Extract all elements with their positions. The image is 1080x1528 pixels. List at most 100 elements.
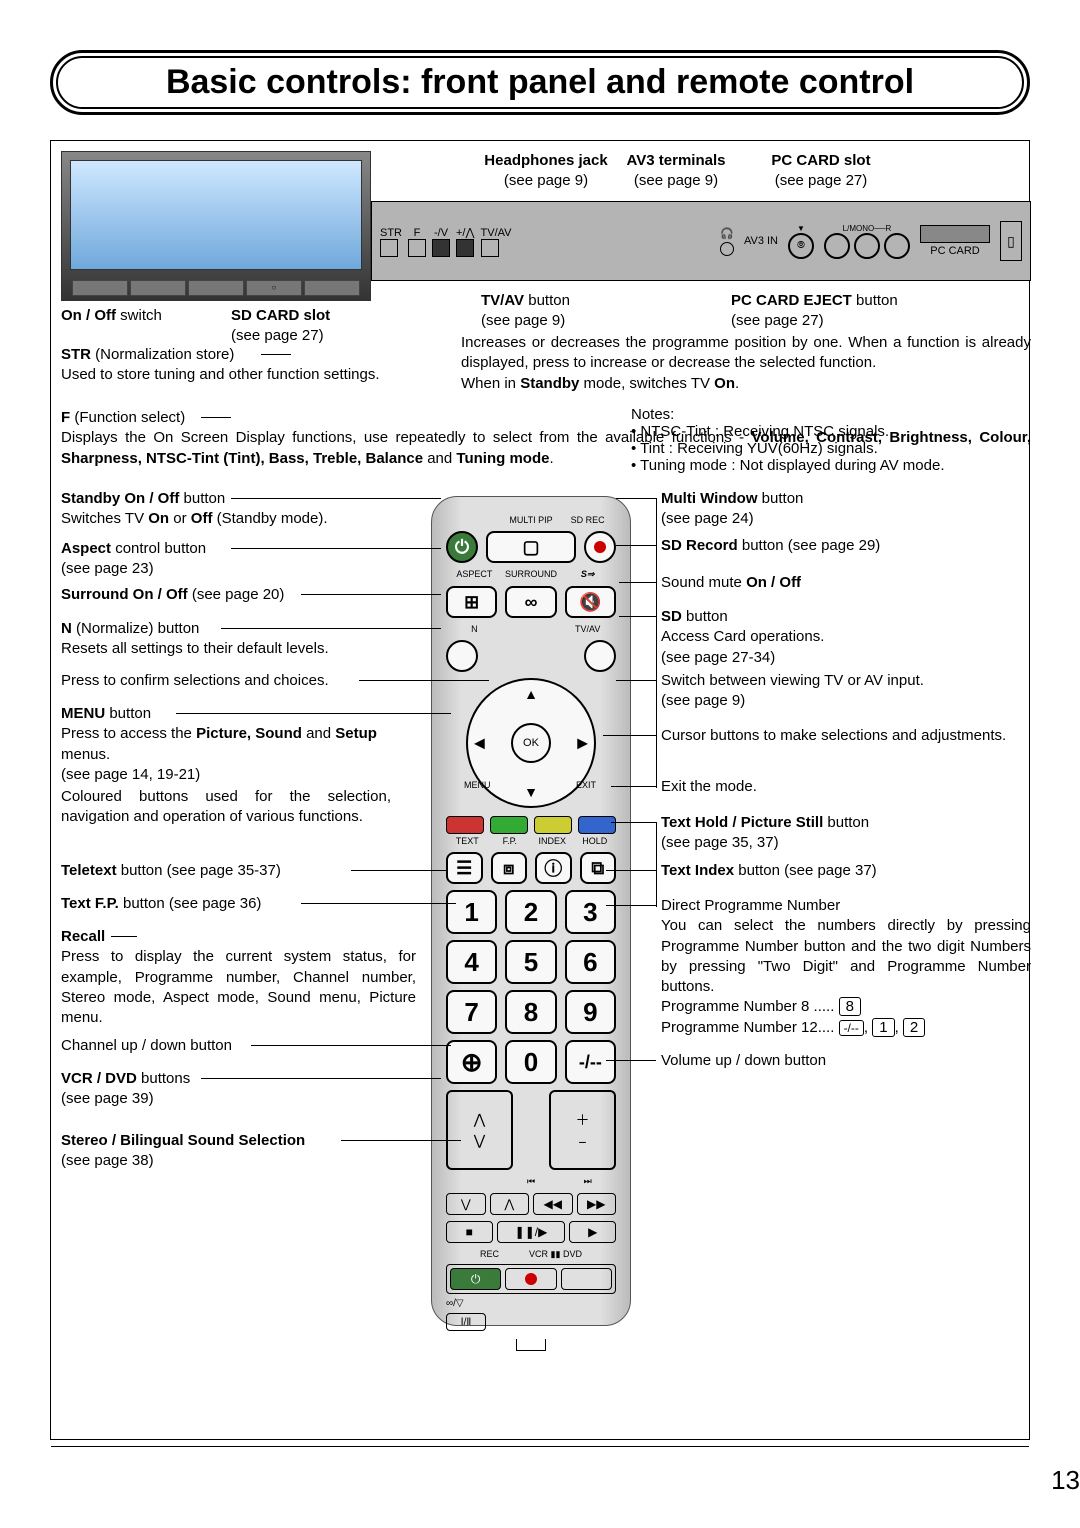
leader: [603, 735, 656, 736]
tv-button-row: ○: [72, 280, 360, 296]
footer-rule: [51, 1446, 1029, 1447]
text-btn: ☰: [446, 852, 483, 884]
exit-lbl: EXIT: [576, 780, 596, 790]
mute-btn: 🔇: [565, 586, 616, 618]
lmono-label: L/MONO──R: [843, 224, 892, 233]
leader: [606, 1060, 656, 1061]
leader: [616, 498, 656, 499]
surround-btn: ∞: [505, 586, 556, 618]
str-p: (Normalization store): [91, 346, 234, 363]
tv-illustration: ○: [61, 151, 371, 301]
bilingual-lbl: ∞/▽: [446, 1298, 616, 1309]
fp-btn: ⧈: [491, 852, 528, 884]
pccard-label: PC CARD: [930, 245, 980, 257]
twodigit-btn: -/--: [565, 1040, 616, 1084]
page-title: Basic controls: front panel and remote c…: [83, 63, 997, 102]
stereo-callout: Stereo / Bilingual Sound Selection (see …: [61, 1131, 401, 1172]
panel-lbl: +/⋀: [456, 226, 475, 239]
leader: [616, 680, 656, 681]
vol-callout: Volume up / down button: [661, 1051, 1021, 1071]
nav-ring: ▲▼ ◀▶ OK MENU EXIT: [466, 678, 596, 808]
standby-callout: Standby On / Off button Switches TV On o…: [61, 489, 401, 530]
av3-ref: (see page 9): [634, 172, 718, 189]
content-frame: ○ Headphones jack (see page 9) AV3 termi…: [50, 140, 1030, 1440]
leader: [201, 1078, 441, 1079]
onoff-s: switch: [116, 307, 162, 324]
pccard-ref: (see page 27): [775, 172, 868, 189]
tvav-btn: [584, 640, 616, 672]
numpad: 123 456 789 ⊕0-/--: [446, 890, 616, 1084]
leader: [351, 870, 446, 871]
leader: [611, 786, 656, 787]
leader: [341, 1140, 461, 1141]
remote-illustration: MULTI PIPSD REC ⏻ ▢ ASPECTSURROUNDS⇒ ⊞ ∞…: [431, 496, 631, 1326]
onoff-callout: On / Off switch: [61, 306, 191, 326]
leader: [231, 498, 441, 499]
n-callout: N (Normalize) button Resets all settings…: [61, 619, 401, 660]
cursor-callout: Cursor buttons to make selections and ad…: [661, 726, 1031, 746]
recall-callout: Recall Press to display the current syst…: [61, 927, 416, 1028]
multipip-btn: ▢: [486, 531, 576, 563]
index-btn: ⓘ: [535, 852, 572, 884]
eject-s: button: [852, 292, 898, 309]
panel-lbl: STR: [380, 227, 402, 239]
sd-callout: SD button Access Card operations. (see p…: [661, 607, 1021, 668]
page-number: 13: [1051, 1465, 1080, 1496]
leader: [111, 936, 137, 937]
str-h: STR: [61, 346, 91, 363]
mute-callout: Sound mute On / Off: [661, 573, 1021, 593]
leader: [616, 545, 656, 546]
tvav-r: (see page 9): [481, 312, 565, 329]
panel-button-group: STR F -/V +/⋀ TV/AV: [380, 226, 512, 257]
pccard-title: PC CARD slot: [771, 152, 870, 169]
direct-callout: Direct Programme Number You can select t…: [661, 896, 1031, 1038]
front-panel-illustration: STR F -/V +/⋀ TV/AV 🎧 AV3 IN ▼ ⦾ L/MONO─…: [371, 201, 1031, 281]
str-callout: STR (Normalization store) Used to store …: [61, 345, 431, 386]
leader: [611, 822, 656, 823]
av3-callout: AV3 terminals (see page 9): [611, 151, 741, 192]
pc-card-slot: [920, 225, 990, 243]
aspect-btn: ⊞: [446, 586, 497, 618]
leader: [619, 582, 656, 583]
eject-callout: PC CARD EJECT button (see page 27): [731, 291, 991, 332]
pccard-callout: PC CARD slot (see page 27): [751, 151, 891, 192]
leader: [261, 354, 291, 355]
headphones-title: Headphones jack: [484, 152, 607, 169]
str-b: Used to store tuning and other function …: [61, 366, 380, 383]
leader: [221, 628, 441, 629]
tv-screen: [70, 160, 362, 270]
ok-btn: OK: [511, 723, 551, 763]
remote-tip: [516, 1339, 546, 1351]
headphone-jack: 🎧: [720, 227, 734, 256]
leader: [606, 870, 656, 871]
index-callout: Text Index button (see page 37): [661, 861, 1021, 881]
exit-callout: Exit the mode.: [661, 777, 1021, 797]
prog-note: Increases or decreases the programme pos…: [461, 333, 1031, 394]
onoff-t: On / Off: [61, 307, 116, 324]
leader: [176, 713, 451, 714]
power-btn: ⏻: [446, 531, 478, 563]
prog-l1: Increases or decreases the programme pos…: [461, 334, 1031, 371]
leader-v: [656, 822, 657, 907]
menu-callout: MENU button Press to access the Picture,…: [61, 704, 411, 785]
n-btn: [446, 640, 478, 672]
vcr-callout: VCR / DVD buttons (see page 39): [61, 1069, 401, 1110]
sdrec-btn: [584, 531, 616, 563]
leader: [231, 548, 441, 549]
av3-title: AV3 terminals: [627, 152, 726, 169]
hold-btn: ⧉: [580, 852, 617, 884]
lbl-multipip: MULTI PIP: [503, 515, 560, 525]
sdslot-callout: SD CARD slot (see page 27): [231, 306, 361, 347]
notes-block: Notes: • NTSC-Tint : Receiving NTSC sign…: [631, 406, 1031, 474]
leader: [301, 903, 456, 904]
switch-callout: Switch between viewing TV or AV input. (…: [661, 671, 1031, 712]
manual-page: Basic controls: front panel and remote c…: [0, 0, 1080, 1460]
teletext-callout: Teletext button (see page 35-37): [61, 861, 401, 881]
title-frame: Basic controls: front panel and remote c…: [50, 50, 1030, 115]
sdrec-callout: SD Record button (see page 29): [661, 536, 1021, 556]
eject-button: ▯: [1000, 221, 1022, 261]
menu-lbl: MENU: [464, 780, 491, 790]
stereo-btn: Ⅰ/Ⅱ: [446, 1313, 486, 1331]
colour-buttons: [446, 816, 616, 834]
sdslot-t: SD CARD slot: [231, 307, 330, 324]
